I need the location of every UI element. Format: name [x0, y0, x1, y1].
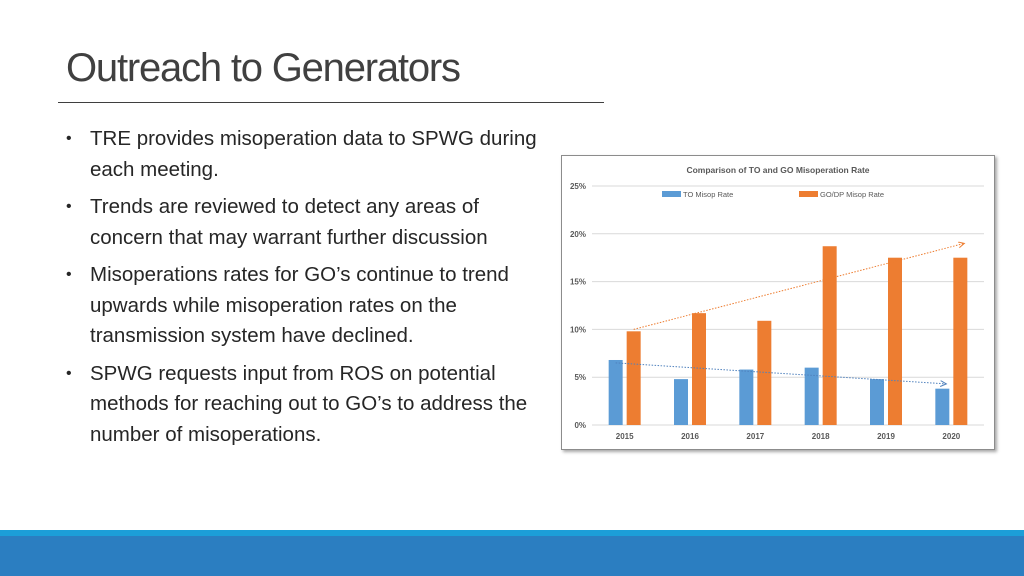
bullet-dot-icon: •	[66, 198, 72, 215]
legend-label: TO Misop Rate	[683, 190, 733, 199]
legend-label: GO/DP Misop Rate	[820, 190, 884, 199]
bar-go-misop	[626, 331, 641, 425]
chart-canvas: 0% 5% 10% 15% 20% 25% Comparison of TO and GO …	[570, 165, 984, 441]
bullet-list: • TRE provides misoperation data to SPWG…	[62, 124, 547, 457]
bullet-item: • Misoperations rates for GO’s continue …	[62, 260, 547, 352]
bar-go-misop	[953, 257, 968, 425]
bar-to-misop	[935, 388, 950, 425]
legend-swatch	[799, 191, 818, 197]
slide-title: Outreach to Generators	[66, 46, 461, 90]
misoperation-chart: 0% 5% 10% 15% 20% 25% Comparison of TO and GO …	[561, 155, 995, 450]
y-tick-label: 0%	[574, 421, 586, 430]
chart-title: Comparison of TO and GO Misoperation Rat…	[686, 165, 869, 175]
bullet-item: • Trends are reviewed to detect any area…	[62, 192, 547, 253]
bar-go-misop	[888, 257, 902, 425]
bullet-dot-icon: •	[66, 364, 72, 382]
y-tick-label: 10%	[570, 325, 586, 334]
x-tick-label: 2020	[942, 432, 960, 441]
bar-go-misop	[822, 246, 837, 425]
title-divider	[58, 102, 604, 103]
footer-accent-band	[0, 530, 1024, 536]
y-tick-label: 20%	[570, 230, 586, 239]
x-tick-label: 2016	[681, 432, 699, 441]
bar-to-misop	[739, 369, 754, 425]
x-tick-label: 2015	[616, 432, 634, 441]
bullet-item: • SPWG requests input from ROS on potent…	[62, 359, 547, 451]
y-tick-label: 5%	[574, 373, 586, 382]
bar-go-misop	[757, 320, 772, 425]
bar-to-misop	[608, 359, 623, 425]
bar-go-misop	[692, 313, 706, 425]
bullet-text: Misoperations rates for GO’s continue to…	[90, 263, 509, 347]
footer-band	[0, 536, 1024, 576]
x-tick-label: 2017	[746, 432, 764, 441]
bullet-dot-icon: •	[66, 266, 72, 283]
bar-to-misop	[674, 379, 688, 425]
x-tick-label: 2019	[877, 432, 895, 441]
bullet-text: TRE provides misoperation data to SPWG d…	[90, 127, 537, 181]
go-trendline	[633, 243, 965, 330]
bullet-item: • TRE provides misoperation data to SPWG…	[62, 124, 547, 185]
bar-to-misop	[870, 379, 884, 425]
bullet-text: SPWG requests input from ROS on potentia…	[90, 361, 528, 446]
bullet-dot-icon: •	[66, 130, 72, 147]
bullet-text: Trends are reviewed to detect any areas …	[90, 195, 488, 249]
y-tick-label: 15%	[570, 278, 586, 287]
x-tick-label: 2018	[812, 432, 830, 441]
legend-swatch	[662, 191, 681, 197]
to-trendline	[615, 362, 947, 384]
bar-to-misop	[804, 367, 819, 425]
y-tick-label: 25%	[570, 182, 586, 191]
